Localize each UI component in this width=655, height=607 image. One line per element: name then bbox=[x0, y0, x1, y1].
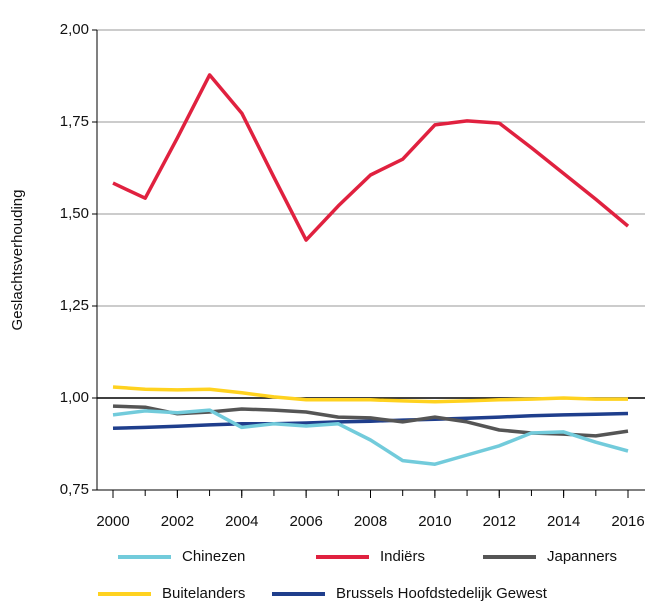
x-tick-label: 2006 bbox=[289, 513, 322, 530]
x-tick-label: 2016 bbox=[611, 513, 644, 530]
x-tick-label: 2004 bbox=[225, 513, 258, 530]
series-line bbox=[112, 385, 628, 404]
legend-label: Buitelanders bbox=[162, 585, 245, 602]
x-tick-label: 2010 bbox=[418, 513, 451, 530]
y-tick-label: 2,00 bbox=[60, 21, 89, 38]
series-line bbox=[112, 73, 630, 242]
legend-label: Brussels Hoofdstedelijk Gewest bbox=[336, 585, 548, 602]
y-axis-label: Geslachtsverhouding bbox=[9, 190, 26, 331]
x-tick-label: 2000 bbox=[96, 513, 129, 530]
y-tick-label: 1,25 bbox=[60, 297, 89, 314]
y-tick-label: 1,00 bbox=[60, 389, 89, 406]
y-tick-label: 0,75 bbox=[60, 481, 89, 498]
x-tick-label: 2008 bbox=[354, 513, 387, 530]
x-tick-label: 2002 bbox=[161, 513, 194, 530]
x-tick-label: 2014 bbox=[547, 513, 580, 530]
y-tick-label: 1,50 bbox=[60, 205, 89, 222]
legend-label: Japanners bbox=[547, 548, 617, 565]
series-line bbox=[112, 408, 629, 466]
legend-label: Chinezen bbox=[182, 548, 245, 565]
y-tick-label: 1,75 bbox=[60, 113, 89, 130]
series-line bbox=[112, 411, 629, 430]
x-tick-label: 2012 bbox=[483, 513, 516, 530]
legend-label: Indiërs bbox=[380, 548, 425, 565]
